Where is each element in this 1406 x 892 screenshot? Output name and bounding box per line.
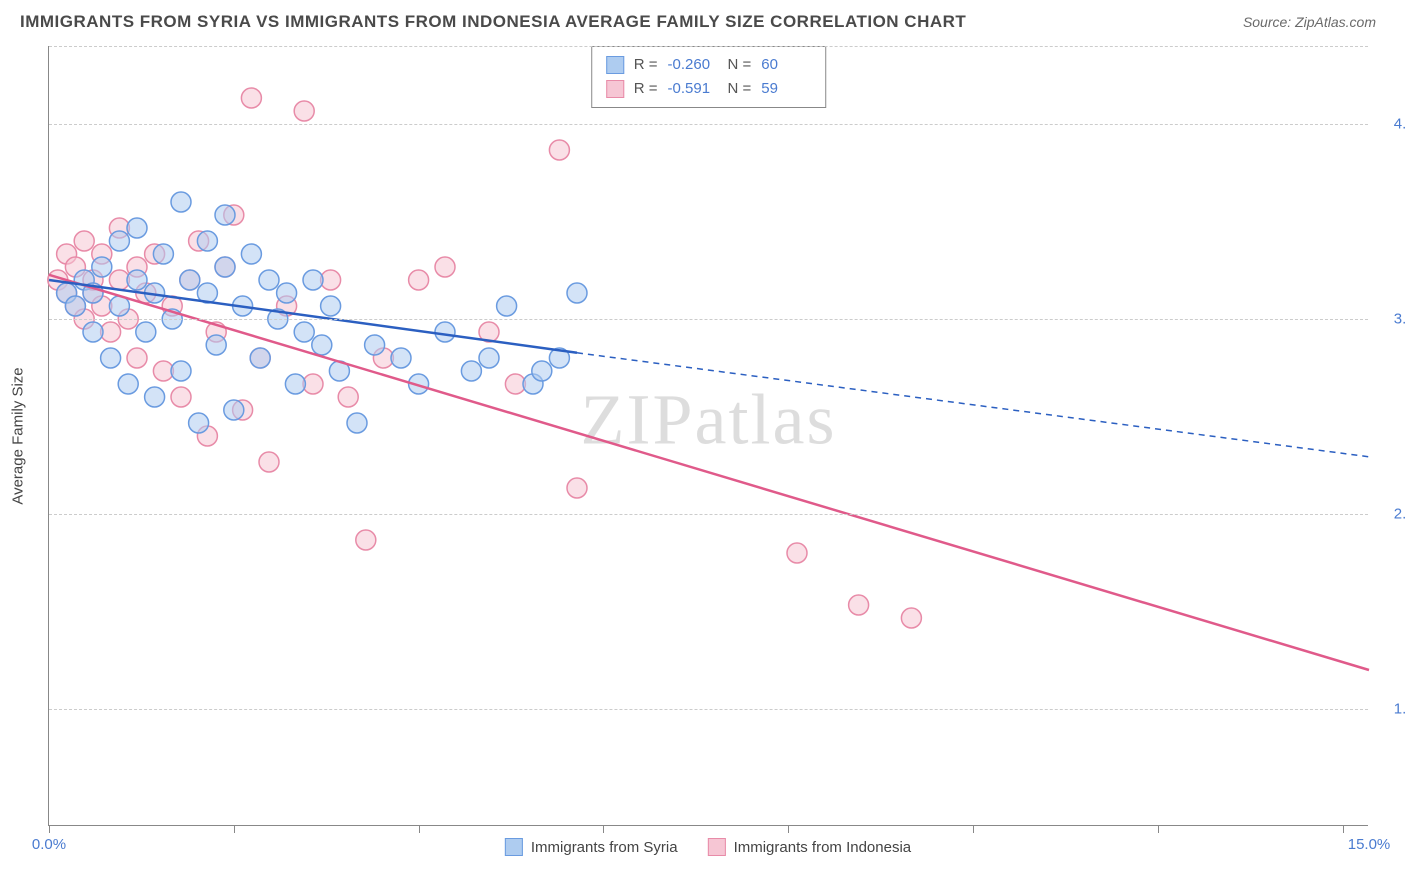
scatter-point bbox=[136, 322, 156, 342]
n-label: N = bbox=[728, 53, 752, 77]
scatter-point bbox=[435, 257, 455, 277]
scatter-point bbox=[435, 322, 455, 342]
scatter-point bbox=[189, 413, 209, 433]
scatter-point bbox=[338, 387, 358, 407]
scatter-point bbox=[127, 218, 147, 238]
x-tick-mark bbox=[1343, 825, 1344, 833]
legend-label-syria: Immigrants from Syria bbox=[531, 839, 678, 856]
scatter-point bbox=[153, 244, 173, 264]
n-value-syria: 60 bbox=[761, 53, 811, 77]
scatter-point bbox=[206, 335, 226, 355]
x-tick-label: 15.0% bbox=[1348, 836, 1391, 853]
scatter-point bbox=[74, 231, 94, 251]
r-label: R = bbox=[634, 53, 658, 77]
legend-item-syria: Immigrants from Syria bbox=[505, 838, 678, 856]
x-tick-mark bbox=[1158, 825, 1159, 833]
r-value-indonesia: -0.591 bbox=[668, 77, 718, 101]
scatter-point bbox=[479, 348, 499, 368]
scatter-point bbox=[285, 374, 305, 394]
n-value-indonesia: 59 bbox=[761, 77, 811, 101]
scatter-point bbox=[259, 270, 279, 290]
scatter-point bbox=[118, 374, 138, 394]
scatter-point bbox=[365, 335, 385, 355]
scatter-point bbox=[356, 530, 376, 550]
gridline-h bbox=[49, 319, 1368, 320]
x-tick-mark bbox=[234, 825, 235, 833]
x-tick-mark bbox=[603, 825, 604, 833]
scatter-point bbox=[197, 231, 217, 251]
scatter-point bbox=[215, 257, 235, 277]
scatter-point bbox=[250, 348, 270, 368]
x-tick-mark bbox=[49, 825, 50, 833]
swatch-syria bbox=[606, 56, 624, 74]
gridline-h bbox=[49, 709, 1368, 710]
scatter-point bbox=[312, 335, 332, 355]
chart-container: Average Family Size ZIPatlas R = -0.260 … bbox=[48, 46, 1368, 826]
scatter-point bbox=[303, 270, 323, 290]
n-label: N = bbox=[728, 77, 752, 101]
scatter-point bbox=[145, 387, 165, 407]
scatter-point bbox=[127, 270, 147, 290]
scatter-point bbox=[549, 140, 569, 160]
x-tick-mark bbox=[973, 825, 974, 833]
swatch-indonesia bbox=[606, 80, 624, 98]
scatter-point bbox=[127, 348, 147, 368]
scatter-point bbox=[787, 543, 807, 563]
scatter-point bbox=[849, 595, 869, 615]
x-tick-label: 0.0% bbox=[32, 836, 66, 853]
y-tick-label: 4.00 bbox=[1394, 116, 1406, 133]
gridline-h bbox=[49, 124, 1368, 125]
swatch-syria bbox=[505, 838, 523, 856]
stats-legend: R = -0.260 N = 60 R = -0.591 N = 59 bbox=[591, 46, 827, 108]
legend-item-indonesia: Immigrants from Indonesia bbox=[708, 838, 912, 856]
gridline-h bbox=[49, 46, 1368, 47]
plot-area: ZIPatlas R = -0.260 N = 60 R = -0.591 N … bbox=[48, 46, 1368, 826]
scatter-point bbox=[171, 192, 191, 212]
scatter-point bbox=[83, 322, 103, 342]
scatter-point bbox=[171, 387, 191, 407]
source-label: Source: ZipAtlas.com bbox=[1243, 14, 1376, 30]
scatter-point bbox=[241, 244, 261, 264]
scatter-point bbox=[347, 413, 367, 433]
scatter-point bbox=[567, 283, 587, 303]
trend-line bbox=[577, 353, 1369, 457]
scatter-point bbox=[321, 296, 341, 316]
scatter-point bbox=[109, 231, 129, 251]
legend-label-indonesia: Immigrants from Indonesia bbox=[734, 839, 912, 856]
r-value-syria: -0.260 bbox=[668, 53, 718, 77]
trend-line bbox=[49, 275, 1369, 670]
scatter-point bbox=[567, 478, 587, 498]
r-label: R = bbox=[634, 77, 658, 101]
legend-row-indonesia: R = -0.591 N = 59 bbox=[606, 77, 812, 101]
scatter-point bbox=[294, 322, 314, 342]
scatter-point bbox=[224, 400, 244, 420]
scatter-point bbox=[391, 348, 411, 368]
scatter-point bbox=[532, 361, 552, 381]
scatter-point bbox=[180, 270, 200, 290]
scatter-point bbox=[901, 608, 921, 628]
scatter-point bbox=[409, 270, 429, 290]
swatch-indonesia bbox=[708, 838, 726, 856]
y-axis-label: Average Family Size bbox=[10, 367, 27, 504]
scatter-point bbox=[171, 361, 191, 381]
scatter-point bbox=[277, 283, 297, 303]
legend-row-syria: R = -0.260 N = 60 bbox=[606, 53, 812, 77]
scatter-point bbox=[215, 205, 235, 225]
scatter-point bbox=[294, 101, 314, 121]
scatter-point bbox=[65, 296, 85, 316]
scatter-point bbox=[497, 296, 517, 316]
x-tick-mark bbox=[788, 825, 789, 833]
scatter-point bbox=[461, 361, 481, 381]
y-tick-label: 1.75 bbox=[1394, 701, 1406, 718]
bottom-legend: Immigrants from Syria Immigrants from In… bbox=[505, 838, 911, 856]
scatter-point bbox=[259, 452, 279, 472]
chart-title: IMMIGRANTS FROM SYRIA VS IMMIGRANTS FROM… bbox=[20, 12, 966, 32]
x-tick-mark bbox=[419, 825, 420, 833]
gridline-h bbox=[49, 514, 1368, 515]
y-tick-label: 2.50 bbox=[1394, 506, 1406, 523]
scatter-point bbox=[101, 348, 121, 368]
y-tick-label: 3.25 bbox=[1394, 311, 1406, 328]
scatter-point bbox=[92, 257, 112, 277]
scatter-point bbox=[241, 88, 261, 108]
